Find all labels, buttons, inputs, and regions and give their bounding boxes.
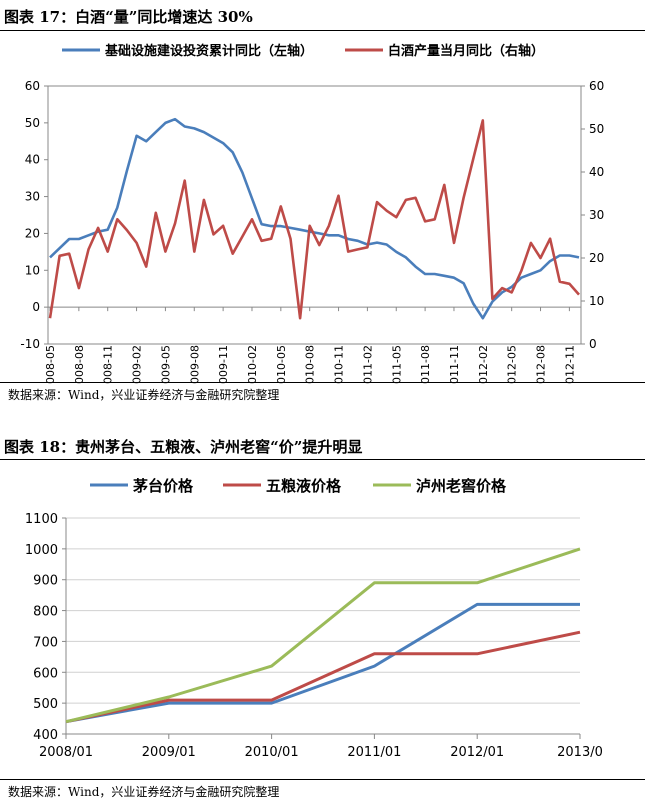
series-line-infra — [49, 117, 580, 320]
x-tick-label: 2010-08 — [304, 345, 317, 384]
series-line-baijiu — [48, 119, 580, 320]
y-tick-label: 500 — [33, 697, 58, 712]
x-tick-label: 2013/0 — [557, 745, 603, 760]
chart-18-legend: 茅台价格 五粮液价格 泸州老窖价格 — [90, 477, 507, 495]
x-tick-label: 2010-11 — [333, 345, 346, 384]
right-tick-label: 60 — [589, 79, 604, 93]
legend-wuliangye-label: 五粮液价格 — [266, 477, 342, 495]
x-tick-label: 2009-05 — [159, 345, 172, 384]
right-tick-label: 0 — [589, 337, 597, 351]
y-tick-label: 600 — [33, 666, 58, 681]
left-tick-label: 60 — [25, 79, 40, 93]
x-tick-label: 2009-08 — [188, 345, 201, 384]
chart-infra-vs-baijiu: 基础设施建设投资累计同比（左轴） 白酒产量当月同比（右轴） -10 0 10 20 30… — [20, 43, 604, 384]
x-tick-label: 2012-11 — [563, 345, 576, 384]
y-tick-label: 800 — [33, 605, 58, 620]
x-tick-label: 2011-02 — [361, 345, 374, 384]
chart-17-legend: 基础设施建设投资累计同比（左轴） 白酒产量当月同比（右轴） — [62, 43, 544, 59]
x-tick-label: 2008-05 — [44, 345, 57, 384]
x-tick-label: 2008/01 — [39, 745, 93, 760]
x-tick-label: 2010-05 — [275, 345, 288, 384]
chart-18-x-axis: 2008/01 2009/01 2010/01 2011/01 2012/01 2013/… — [39, 733, 603, 760]
x-tick-label: 2012-08 — [535, 345, 548, 384]
x-tick-label: 2010/01 — [245, 745, 299, 760]
x-tick-label: 2011/01 — [347, 745, 401, 760]
x-tick-label: 2011-11 — [448, 345, 461, 384]
right-tick-label: 50 — [589, 122, 604, 136]
x-tick-label: 2012/01 — [450, 745, 504, 760]
chart-17-plot-frame — [47, 85, 582, 345]
x-tick-label: 2010-02 — [246, 345, 259, 384]
x-tick-label: 2012-02 — [477, 345, 490, 384]
y-tick-label: 1000 — [25, 543, 58, 558]
left-tick-label: -10 — [20, 337, 40, 351]
x-tick-label: 2008-11 — [102, 345, 115, 384]
figure-17-bottom-rule — [0, 382, 645, 383]
legend-maotai-label: 茅台价格 — [133, 477, 194, 495]
y-tick-label: 1100 — [25, 512, 58, 527]
left-tick-label: 30 — [25, 190, 40, 204]
x-tick-label: 2009-02 — [131, 345, 144, 384]
x-tick-label: 2009/01 — [142, 745, 196, 760]
figure-17-source: 数据来源：Wind，兴业证券经济与金融研究院整理 — [8, 388, 280, 402]
x-tick-label: 2011-08 — [419, 345, 432, 384]
x-tick-label: 2011-05 — [390, 345, 403, 384]
series-line-wuliangye — [65, 630, 581, 724]
chart-liquor-prices: 茅台价格 五粮液价格 泸州老窖价格 400 500 600 700 800 900 1000… — [25, 477, 603, 760]
chart-18-series — [65, 547, 581, 724]
legend-infra-label: 基础设施建设投资累计同比（左轴） — [104, 43, 313, 59]
chart-17-right-axis: 0 10 20 30 40 50 60 — [581, 79, 604, 351]
y-tick-label: 400 — [33, 728, 58, 743]
left-tick-label: 0 — [32, 300, 40, 314]
right-tick-label: 20 — [589, 251, 604, 265]
y-tick-label: 900 — [33, 574, 58, 589]
x-tick-label: 2009-11 — [217, 345, 230, 384]
series-line-maotai — [65, 602, 580, 724]
figure-17-title: 图表 17：白酒“量”同比增速达 30% — [4, 8, 253, 26]
right-tick-label: 10 — [589, 294, 604, 308]
left-tick-label: 20 — [25, 226, 40, 240]
chart-17-left-axis: -10 0 10 20 30 40 50 60 — [20, 79, 48, 351]
x-tick-label: 2008-08 — [73, 345, 86, 384]
left-tick-label: 40 — [25, 153, 40, 167]
right-tick-label: 40 — [589, 165, 604, 179]
right-tick-label: 30 — [589, 208, 604, 222]
left-tick-label: 50 — [25, 116, 40, 130]
chart-18-y-axis: 400 500 600 700 800 900 1000 1100 — [25, 512, 67, 743]
figure-17-top-rule — [0, 30, 645, 31]
chart-17-x-axis: 2008-05 2008-08 2008-11 2009-02 2009-05 2009-… — [44, 306, 581, 384]
legend-luzhou-label: 泸州老窖价格 — [416, 477, 507, 495]
legend-baijiu-label: 白酒产量当月同比（右轴） — [388, 43, 544, 59]
left-tick-label: 10 — [25, 263, 40, 277]
y-tick-label: 700 — [33, 635, 58, 650]
chart-17-series — [48, 117, 580, 320]
figure-18-source: 数据来源：Wind，兴业证券经济与金融研究院整理 — [8, 785, 280, 799]
figure-18-title: 图表 18：贵州茅台、五粮液、泸州老窖“价”提升明显 — [4, 438, 363, 456]
x-tick-label: 2012-05 — [506, 345, 519, 384]
figure-18-top-rule — [0, 459, 645, 460]
figure-18-bottom-rule — [0, 779, 645, 780]
series-line-luzhou — [65, 547, 581, 724]
